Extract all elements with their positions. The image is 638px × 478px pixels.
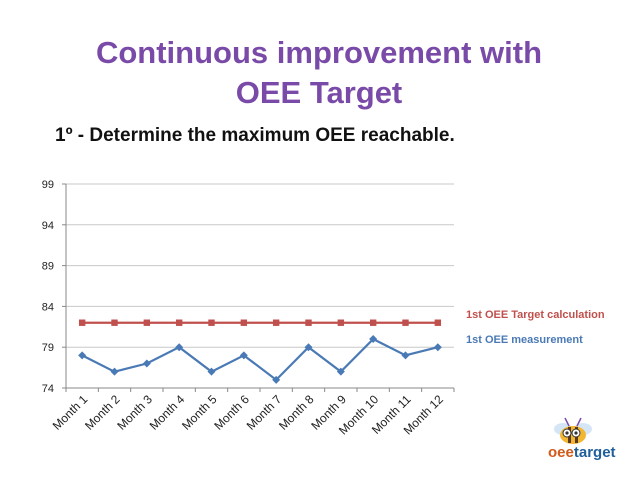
target-point xyxy=(369,319,377,326)
x-tick-label: Month 2 xyxy=(82,392,123,433)
measurement-point xyxy=(78,351,87,360)
target-point xyxy=(402,319,409,326)
measurement-point xyxy=(239,351,248,360)
target-point xyxy=(208,319,215,326)
target-point xyxy=(272,319,280,326)
series-line-measurement xyxy=(81,337,439,382)
grid-lines xyxy=(66,183,454,389)
target-point xyxy=(78,319,86,326)
x-tick-label: Month 6 xyxy=(211,392,252,433)
x-tick-label: Month 1 xyxy=(50,392,91,433)
target-point xyxy=(305,319,312,326)
y-tick-label: 94 xyxy=(42,220,54,232)
title-line-1: Continuous improvement with xyxy=(95,35,543,70)
target-point xyxy=(175,319,183,326)
y-tick-label: 74 xyxy=(42,383,54,395)
oee-target-logo xyxy=(543,415,623,465)
logo-wordmark: oeetarget xyxy=(548,444,616,461)
target-point xyxy=(143,319,151,326)
measurement-point xyxy=(110,367,119,376)
measurement-point xyxy=(142,359,151,368)
x-tick-label: Month 8 xyxy=(276,392,317,433)
series-layer xyxy=(78,319,442,384)
measurement-point xyxy=(207,367,216,376)
chart-axes xyxy=(62,183,455,392)
x-tick-label: Month 7 xyxy=(244,392,285,433)
target-point xyxy=(337,319,345,326)
measurement-point xyxy=(433,343,442,352)
y-tick-label: 84 xyxy=(42,301,54,313)
title-line-2: OEE Target xyxy=(235,75,403,110)
slide-title: Continuous improvement with OEE Target xyxy=(0,33,638,113)
measurement-point xyxy=(272,375,281,384)
target-point xyxy=(111,319,118,326)
x-tick-label: Month 5 xyxy=(179,392,220,433)
bee-mascot-icon xyxy=(554,417,592,444)
y-tick-label: 79 xyxy=(42,342,54,354)
measurement-point xyxy=(401,351,410,360)
target-point xyxy=(240,319,248,326)
x-tick-label: Month 4 xyxy=(147,392,188,433)
measurement-point xyxy=(304,343,313,352)
legend-item-target: 1st OEE Target calculation xyxy=(466,309,605,321)
y-tick-label: 99 xyxy=(42,179,54,191)
slide-subtitle: 1º - Determine the maximum OEE reachable… xyxy=(55,125,455,146)
x-tick-label: Month 3 xyxy=(114,392,155,433)
legend-item-measurement: 1st OEE measurement xyxy=(466,334,583,346)
y-tick-label: 89 xyxy=(42,261,54,273)
measurement-point xyxy=(369,335,378,344)
measurement-point xyxy=(175,343,184,352)
measurement-point xyxy=(336,367,345,376)
target-point xyxy=(434,319,442,326)
